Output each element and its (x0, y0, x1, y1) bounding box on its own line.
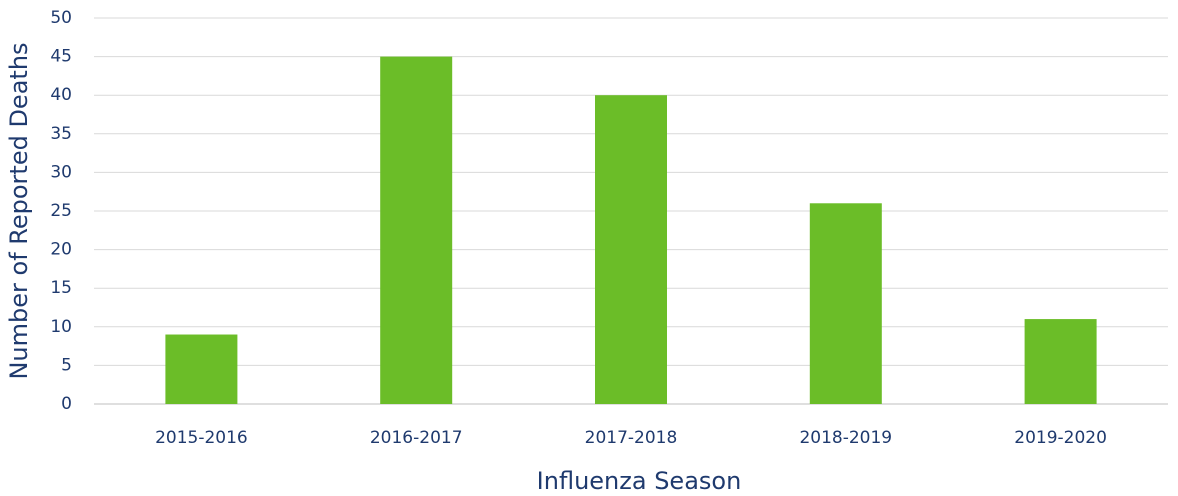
x-axis-title: Influenza Season (537, 467, 742, 495)
y-tick-label: 5 (61, 355, 72, 375)
bar (595, 95, 667, 404)
x-tick-label: 2016-2017 (370, 428, 463, 448)
x-tick-label: 2019-2020 (1014, 428, 1107, 448)
bar (380, 56, 453, 404)
y-axis-title: Number of Reported Deaths (5, 42, 33, 379)
y-tick-label: 25 (50, 201, 72, 221)
y-tick-label: 0 (61, 394, 72, 414)
x-tick-label: 2015-2016 (155, 428, 248, 448)
y-tick-label: 10 (50, 317, 72, 337)
y-tick-label: 15 (50, 278, 72, 298)
y-tick-label: 45 (50, 47, 72, 67)
y-tick-label: 20 (50, 240, 72, 260)
bar (1024, 319, 1097, 404)
bar (809, 203, 882, 404)
y-tick-label: 40 (50, 85, 72, 105)
y-tick-label: 35 (50, 124, 72, 144)
y-tick-label: 50 (50, 8, 72, 28)
y-tick-label: 30 (50, 162, 72, 182)
x-tick-label: 2018-2019 (799, 428, 892, 448)
bar (165, 334, 238, 404)
x-tick-label: 2017-2018 (585, 428, 678, 448)
